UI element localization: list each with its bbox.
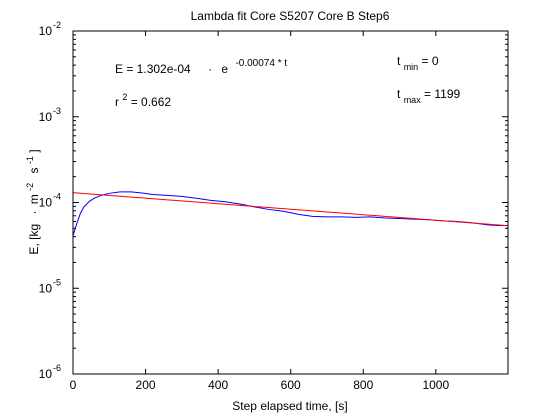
tmax-value: = 1199 bbox=[424, 87, 460, 101]
tmin-annotation: t min = 0 bbox=[397, 54, 439, 73]
x-axis-label: Step elapsed time, [s] bbox=[232, 399, 347, 413]
y-tick-label: 10 bbox=[39, 24, 53, 38]
tmax-t: t bbox=[397, 87, 401, 101]
x-tick-label: 200 bbox=[136, 378, 156, 392]
y-tick-label: 10 bbox=[39, 110, 53, 124]
x-axis-ticks: 0 200 400 600 800 1000 bbox=[70, 31, 449, 392]
y-label-m-exp: -2 bbox=[25, 183, 35, 191]
fit-line bbox=[72, 192, 509, 227]
y-tick-exponent: -6 bbox=[53, 363, 61, 373]
y-label-prefix: E, [kg bbox=[27, 224, 41, 255]
y-tick-exponent: -2 bbox=[53, 20, 61, 30]
tmin-sub: min bbox=[404, 62, 419, 72]
y-tick-exponent: -4 bbox=[53, 192, 61, 202]
series-layer bbox=[72, 191, 509, 236]
fit-equation-dot: · bbox=[208, 62, 212, 76]
fit-equation: E = 1.302e-04 · e -0.00074 * t bbox=[115, 58, 287, 76]
y-axis-label: E, [kg · m -2 s -1 ] bbox=[22, 149, 41, 254]
y-label-s: s bbox=[27, 167, 41, 173]
fit-equation-base: e bbox=[221, 62, 228, 76]
x-tick-label: 1000 bbox=[422, 378, 449, 392]
r2-r: r bbox=[115, 95, 119, 109]
y-tick-label: 10 bbox=[39, 196, 53, 210]
y-label-dot: · bbox=[27, 211, 41, 215]
r2-value: = 0.662 bbox=[131, 95, 172, 109]
plot-area bbox=[73, 31, 508, 374]
y-label-suffix: ] bbox=[27, 149, 41, 152]
x-tick-label: 0 bbox=[70, 378, 77, 392]
r2-exp: 2 bbox=[122, 92, 127, 102]
x-tick-label: 800 bbox=[353, 378, 373, 392]
tmax-sub: max bbox=[404, 95, 422, 105]
x-tick-label: 400 bbox=[208, 378, 228, 392]
y-tick-label: 10 bbox=[39, 367, 53, 381]
chart-title: Lambda fit Core S5207 Core B Step6 bbox=[191, 9, 390, 23]
y-tick-exponent: -5 bbox=[53, 277, 61, 287]
x-tick-label: 600 bbox=[281, 378, 301, 392]
fit-equation-lhs: E = 1.302e-04 bbox=[115, 62, 191, 76]
y-label-m: m bbox=[27, 194, 41, 204]
tmin-value: = 0 bbox=[422, 54, 439, 68]
fit-equation-exponent: -0.00074 * t bbox=[235, 58, 287, 69]
y-axis-ticks: 10-610-510-410-310-2 bbox=[39, 20, 508, 381]
y-label-s-exp: -1 bbox=[25, 156, 35, 164]
y-tick-exponent: -3 bbox=[53, 106, 61, 116]
tmin-t: t bbox=[397, 54, 401, 68]
tmax-annotation: t max = 1199 bbox=[397, 87, 461, 106]
y-tick-label: 10 bbox=[39, 281, 53, 295]
r-squared-annotation: r 2 = 0.662 bbox=[115, 89, 171, 109]
